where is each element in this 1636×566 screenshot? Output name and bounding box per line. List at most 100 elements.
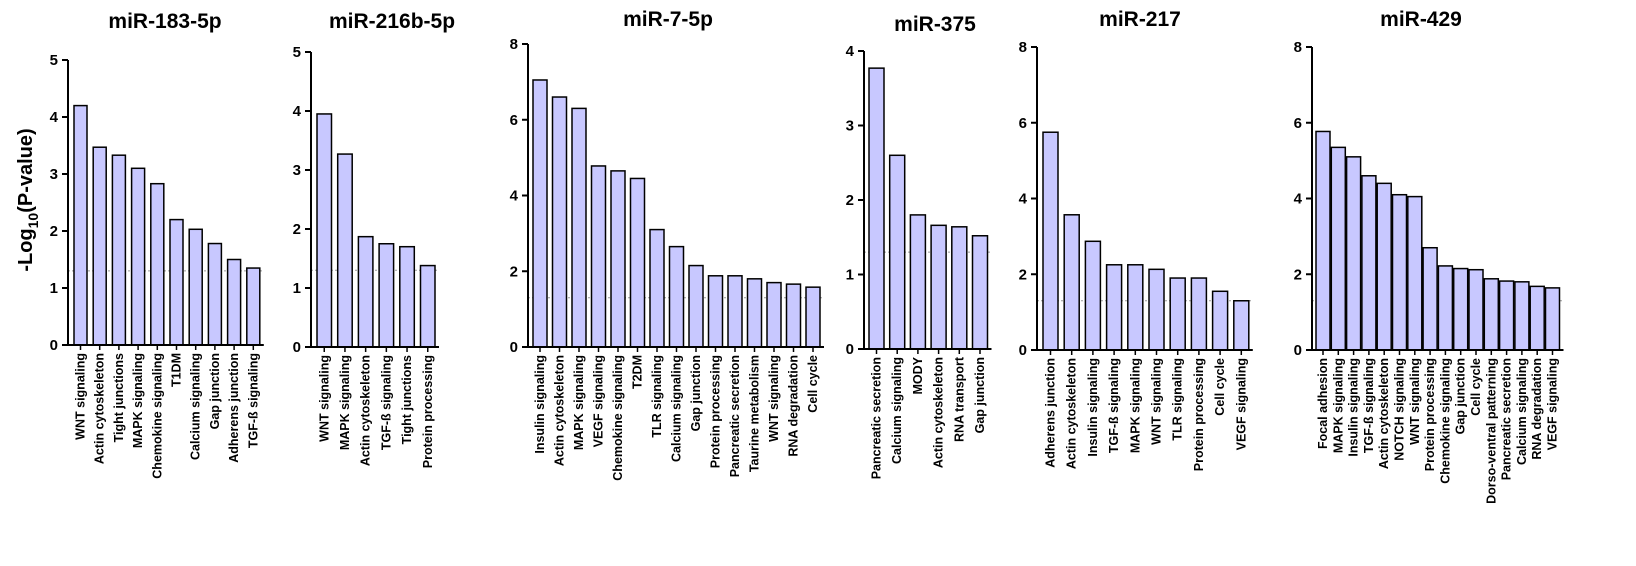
category-label: Protein processing xyxy=(1192,358,1206,471)
bar xyxy=(1544,287,1561,351)
bar xyxy=(727,275,743,348)
bar xyxy=(951,226,968,350)
category-label: Cell cycle xyxy=(1469,358,1483,416)
bar xyxy=(766,281,782,348)
bar xyxy=(1498,280,1515,351)
bar xyxy=(1169,277,1186,351)
category-label: Gap junction xyxy=(973,357,987,433)
category-label: TGF-ß signaling xyxy=(1107,358,1121,453)
panel-3: miR-375 Pancreatic secretion Calcium signa… xyxy=(846,13,992,479)
bar xyxy=(1330,146,1347,351)
bar xyxy=(378,243,395,348)
category-label: WNT signaling xyxy=(767,355,781,442)
bar xyxy=(1437,265,1454,351)
y-tick-label: 0 xyxy=(50,337,58,354)
y-tick-label: 1 xyxy=(50,280,58,297)
bar xyxy=(336,153,353,348)
y-tick-label: 8 xyxy=(1019,39,1027,56)
bar xyxy=(1452,267,1469,351)
category-label: Actin cytoskeleton xyxy=(1065,358,1079,469)
category-label: Calcium signaling xyxy=(670,355,684,462)
category-label: Gap junction xyxy=(1454,358,1468,434)
y-tick-label: 0 xyxy=(1294,342,1302,359)
y-tick-label: 2 xyxy=(846,192,854,209)
category-label: Actin cytoskeleton xyxy=(359,355,373,466)
category-label: Chemokine signaling xyxy=(611,355,625,481)
category-label: Focal adhesion xyxy=(1316,358,1330,449)
bar xyxy=(246,267,261,346)
category-label: Pancreatic secretion xyxy=(870,357,884,479)
category-label: Chemokine signaling xyxy=(1438,358,1452,484)
category-label: VEGF signaling xyxy=(1234,358,1248,450)
category-label: Dorso-ventral patterning xyxy=(1484,358,1498,504)
y-tick-label: 4 xyxy=(293,103,302,120)
bar xyxy=(1084,240,1102,351)
category-label: Cell cycle xyxy=(1213,358,1227,416)
category-label: Pancreatic secretion xyxy=(728,355,742,477)
bar xyxy=(357,235,374,348)
bar xyxy=(610,170,626,348)
category-label: Adherens junction xyxy=(227,353,241,463)
panel-2: miR-7-5p Insulin signaling Actin cytoskele… xyxy=(510,8,824,481)
category-label: RNA degradation xyxy=(1530,358,1544,460)
category-label: NOTCH signaling xyxy=(1393,358,1407,461)
bar xyxy=(1315,130,1331,351)
category-label: TGF-ß signaling xyxy=(1362,358,1376,453)
category-label: MAPK signaling xyxy=(572,355,586,450)
bar xyxy=(1345,156,1362,351)
panel-5: miR-429 Focal adhesion MAPK signaling Insul… xyxy=(1294,8,1564,504)
bar xyxy=(399,245,416,348)
bar xyxy=(590,165,607,348)
bar xyxy=(150,182,165,346)
y-tick-label: 6 xyxy=(1294,115,1302,132)
category-label: VEGF signaling xyxy=(592,355,606,447)
category-label: Insulin signaling xyxy=(1086,358,1100,457)
bar xyxy=(688,264,704,348)
bar xyxy=(1514,281,1530,351)
bar xyxy=(888,154,906,350)
y-tick-label: 4 xyxy=(50,109,59,126)
category-label: MAPK signaling xyxy=(131,353,145,448)
panel-0: miR-183-5p WNT signaling Actin cytoskeleto… xyxy=(50,10,264,479)
category-label: MAPK signaling xyxy=(1128,358,1142,453)
y-tick-label: 2 xyxy=(510,263,518,280)
bar xyxy=(1407,195,1423,351)
panel-title: miR-7-5p xyxy=(623,8,713,31)
category-label: WNT signaling xyxy=(74,353,88,440)
category-label: TLR signaling xyxy=(1171,358,1185,441)
panel-title: miR-375 xyxy=(894,13,976,36)
bar xyxy=(1361,175,1377,351)
bar xyxy=(169,218,184,346)
y-tick-label: 4 xyxy=(846,43,855,60)
bar xyxy=(571,107,587,348)
y-tick-label: 4 xyxy=(510,188,519,205)
bar xyxy=(909,214,927,350)
bar xyxy=(707,275,724,348)
panel-title: miR-429 xyxy=(1380,8,1462,31)
y-tick-label: 8 xyxy=(510,36,518,53)
bar xyxy=(805,286,821,348)
category-label: MODY xyxy=(911,356,925,394)
bar xyxy=(971,235,989,350)
bar xyxy=(1529,285,1545,351)
bar xyxy=(92,146,107,346)
category-label: Protein processing xyxy=(421,355,435,468)
bar xyxy=(1190,277,1208,351)
y-tick-label: 3 xyxy=(846,118,854,135)
y-tick-label: 1 xyxy=(293,280,301,297)
bar xyxy=(668,245,685,348)
category-label: T2DM xyxy=(631,355,645,389)
category-label: Tight junctions xyxy=(112,353,126,442)
y-tick-label: 2 xyxy=(1019,266,1027,283)
bar xyxy=(1042,131,1059,351)
y-tick-label: 3 xyxy=(50,166,58,183)
category-label: TGF-ß signaling xyxy=(246,353,260,448)
category-label: Protein processing xyxy=(1423,358,1437,471)
y-tick-label: 6 xyxy=(1019,115,1027,132)
bar xyxy=(532,79,548,348)
category-label: WNT signaling xyxy=(1150,358,1164,445)
category-label: Taurine metabolism xyxy=(748,355,762,472)
category-label: Calcium signaling xyxy=(890,357,904,464)
category-label: Calcium signaling xyxy=(189,353,203,460)
